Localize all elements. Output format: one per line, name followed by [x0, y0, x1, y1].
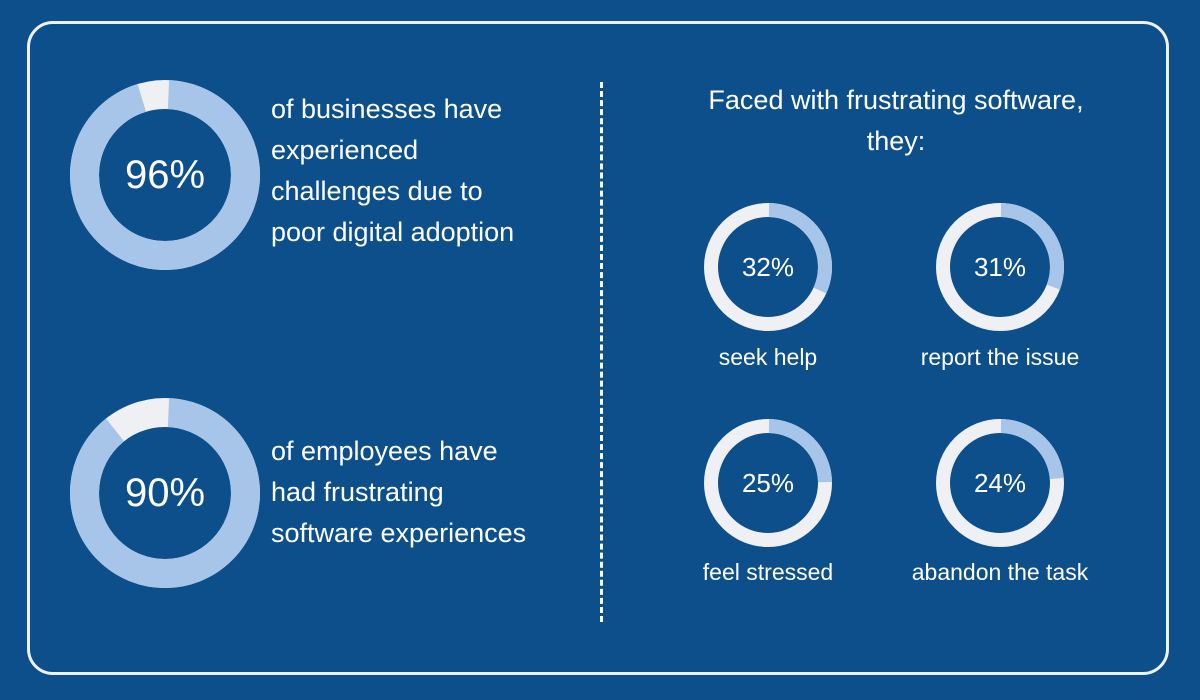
donut-chart-report-issue: 31% — [936, 203, 1064, 331]
donut-caption: seek help — [718, 344, 818, 370]
description-line: of businesses have — [271, 94, 503, 124]
description-line: software experiences — [271, 518, 527, 548]
donut-arc — [70, 80, 260, 270]
dashed-divider — [600, 82, 603, 622]
infographic-frame — [27, 21, 1169, 675]
description-line: poor digital adoption — [271, 217, 515, 247]
donut-value-label: 25% — [742, 468, 794, 498]
description-line: experienced — [271, 135, 419, 165]
reactions-title: Faced with frustrating software, they: — [632, 80, 1160, 162]
donut-track — [936, 419, 1064, 547]
description-line: had frustrating — [271, 477, 444, 507]
donut-chart-seek-help: 32% — [704, 203, 832, 331]
donut-value-label: 90% — [125, 471, 205, 515]
description-line: of employees have — [271, 436, 498, 466]
donut-caption: report the issue — [920, 344, 1080, 370]
donut-arc — [936, 203, 1064, 331]
title-line: they: — [866, 126, 926, 156]
donut-arc — [704, 203, 832, 331]
stat-description-businesses: of businesses have experienced challenge… — [271, 89, 514, 253]
donut-chart-abandon-task: 24% — [936, 419, 1064, 547]
donut-caption: feel stressed — [702, 559, 834, 585]
donut-track — [704, 419, 832, 547]
description-line: challenges due to — [271, 176, 483, 206]
donut-chart-feel-stressed: 25% — [704, 419, 832, 547]
donut-caption: abandon the task — [911, 559, 1089, 585]
donut-chart-businesses: 96% — [70, 80, 260, 270]
donut-value-label: 31% — [974, 252, 1026, 282]
title-line: Faced with frustrating software, — [708, 85, 1084, 115]
donut-value-label: 96% — [125, 153, 205, 197]
donut-value-label: 24% — [974, 468, 1026, 498]
donut-arc — [70, 398, 260, 588]
stat-description-employees: of employees have had frustrating softwa… — [271, 431, 526, 554]
donut-value-label: 32% — [742, 252, 794, 282]
donut-chart-employees: 90% — [70, 398, 260, 588]
